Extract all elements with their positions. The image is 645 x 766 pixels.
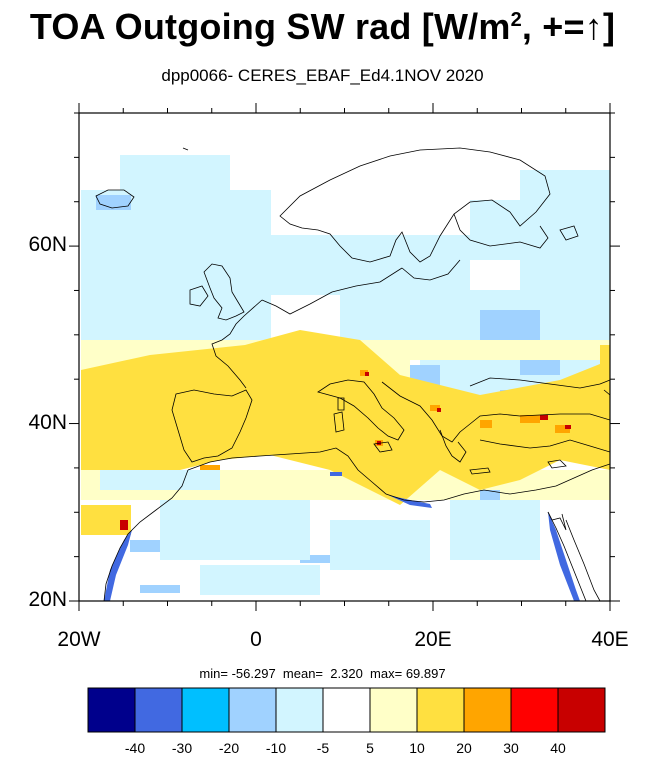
coast-ireland xyxy=(189,285,209,307)
colorbar-label: -20 xyxy=(218,740,240,756)
coast-balkans xyxy=(381,381,610,443)
colorbar-box xyxy=(510,687,559,733)
colorbar-box xyxy=(275,687,324,733)
colorbar-box xyxy=(322,687,371,733)
colorbar-label: -10 xyxy=(265,740,287,756)
coast-westafrica xyxy=(103,469,189,601)
lon-label: 0 xyxy=(250,628,262,651)
coast-europe-west xyxy=(261,267,403,315)
colorbar-label: 20 xyxy=(456,740,472,756)
lat-label: 40N xyxy=(28,410,67,434)
coast-blacksea xyxy=(469,377,610,389)
coast-faroe xyxy=(182,147,189,151)
colorbar-label: 10 xyxy=(409,740,425,756)
figure-subtitle: dpp0066- CERES_EBAF_Ed4.1NOV 2020 xyxy=(161,66,484,85)
lon-label: 40E xyxy=(591,628,629,651)
coastlines xyxy=(95,147,610,601)
stat-max: 69.897 xyxy=(405,666,446,681)
colorbar-label: -40 xyxy=(124,740,146,756)
coast-crete xyxy=(469,467,491,475)
stat-mean-label: mean= xyxy=(282,666,324,681)
stat-min-label: min= xyxy=(199,666,228,681)
colorbar-box xyxy=(134,687,183,733)
figure-title: TOA Outgoing SW rad [W/m2, +=↑] xyxy=(29,6,616,47)
coast-cyprus xyxy=(547,459,567,469)
data-field xyxy=(79,113,610,601)
coast-scandinavia xyxy=(279,147,551,263)
coast-sicily xyxy=(373,441,393,453)
colorbar-label: 5 xyxy=(366,740,374,756)
coast-redsea-east xyxy=(565,519,601,601)
map-ticks xyxy=(69,103,620,611)
stat-mean: 2.320 xyxy=(330,666,363,681)
colorbar-box xyxy=(87,687,136,733)
colorbar-box xyxy=(369,687,418,733)
colorbar-label: 30 xyxy=(503,740,519,756)
coast-italy xyxy=(317,379,405,441)
coast-corsica xyxy=(337,397,345,411)
stat-min: -56.297 xyxy=(231,666,276,681)
coast-finland xyxy=(453,213,549,249)
field-lightblue-south xyxy=(100,470,540,595)
coast-britain xyxy=(203,263,245,321)
lon-label: 20W xyxy=(57,628,101,651)
coast-iceland xyxy=(95,189,135,209)
coast-turkey-south xyxy=(479,439,610,453)
lat-label: 60N xyxy=(28,233,67,257)
coast-iberia xyxy=(171,389,253,463)
colorbar-label: -30 xyxy=(171,740,193,756)
coast-caspian xyxy=(603,389,610,396)
colorbar-box xyxy=(228,687,277,733)
coast-baltic xyxy=(401,259,461,281)
coast-sardinia xyxy=(333,411,345,433)
coast-redsea xyxy=(547,511,587,601)
field-statistics: min= -56.297 mean= 2.320 max= 69.897 xyxy=(0,666,645,681)
colorbar-label: -5 xyxy=(316,740,330,756)
colorbar-label: 40 xyxy=(550,740,566,756)
lat-label: 20N xyxy=(28,588,67,611)
colorbar-box xyxy=(181,687,230,733)
coast-greece xyxy=(439,429,467,463)
coast-france xyxy=(211,299,263,389)
coast-norway-islands xyxy=(559,225,579,241)
colorbar-box xyxy=(416,687,465,733)
colorbar-box xyxy=(557,687,606,733)
coast-sinai xyxy=(547,511,567,531)
colorbar-box xyxy=(463,687,512,733)
coast-northafrica xyxy=(187,447,610,503)
lon-label: 20E xyxy=(414,628,452,651)
stat-max-label: max= xyxy=(370,666,403,681)
